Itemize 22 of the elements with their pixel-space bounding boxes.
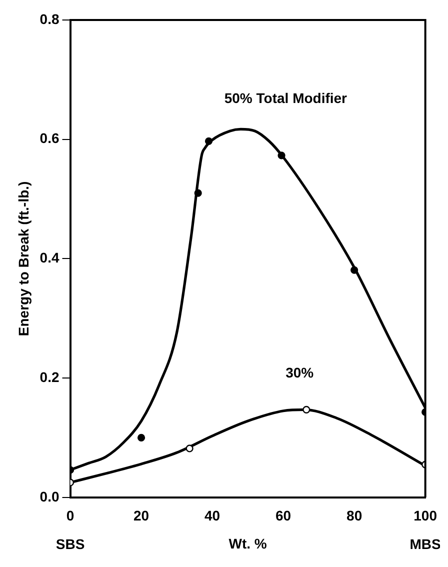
text: 30% [286,364,314,381]
series-label: 50% Total Modifier [224,90,348,106]
y-tick-label: 0.8 [40,10,60,27]
y-tick-label: 0.0 [40,488,60,504]
text: SBS [56,536,85,552]
y-axis-title: Energy to Break (ft.-lb.) [15,181,32,336]
y-tick-label: 0.2 [40,368,60,385]
y-tick-label: 0.4 [40,250,60,266]
x-axis-title: Wt. % [228,535,268,552]
x-tick-label: 40 [204,508,220,524]
point [137,434,146,442]
y-tick-label: 0.6 [40,130,60,146]
point [204,137,213,145]
x-tick-label: 0 [66,508,74,524]
x-tick-label: 20 [133,508,150,524]
text: MBS [410,536,441,552]
x-tick-label: 100 [414,508,438,524]
point [194,189,202,197]
x-tick-label: 60 [276,508,292,524]
point [278,152,286,160]
point [350,266,358,274]
x-tick-label: 80 [346,508,362,524]
